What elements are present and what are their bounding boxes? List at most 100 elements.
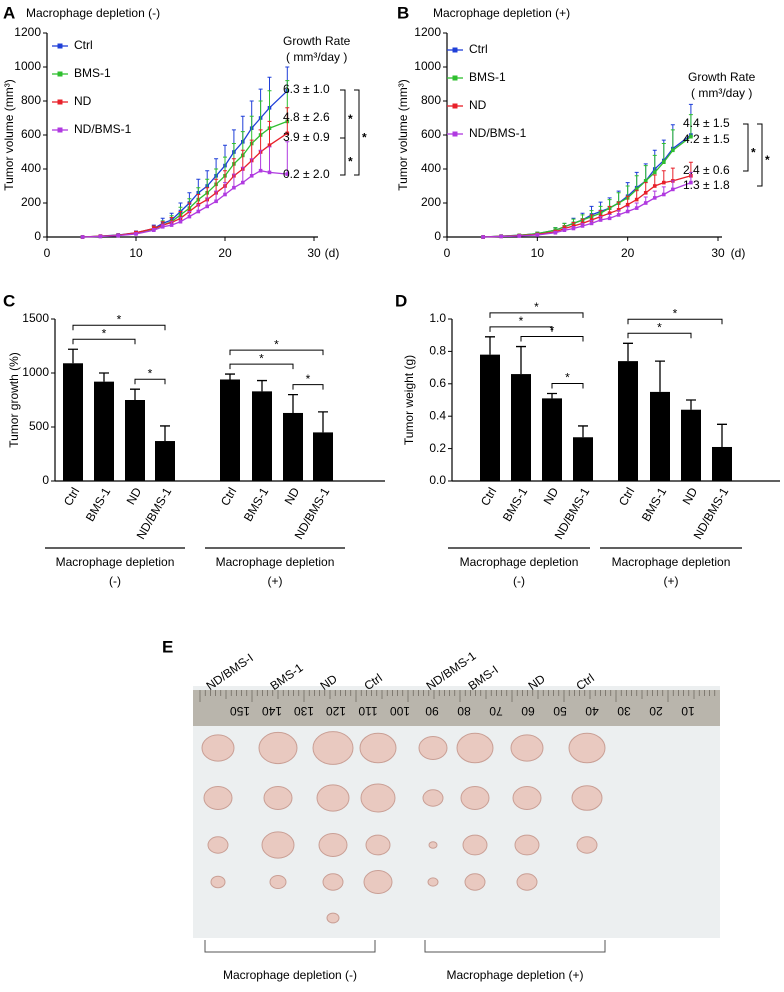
error-bar <box>267 120 272 146</box>
error-bar <box>686 399 696 410</box>
legend-label: ND <box>469 98 487 112</box>
ruler-number: 140 <box>262 704 282 718</box>
legend-marker <box>57 99 63 105</box>
tumor <box>261 831 295 859</box>
x-tick-label: Ctrl <box>478 485 499 508</box>
panel-letter: B <box>397 3 409 22</box>
bar <box>252 391 272 481</box>
point <box>652 196 657 200</box>
error-bar <box>661 143 666 163</box>
y-tick-label: 1000 <box>14 59 41 73</box>
point <box>249 174 254 178</box>
error-bar <box>623 342 633 362</box>
rate-label: 2.4 ± 0.6 <box>683 163 730 177</box>
error-bar <box>717 423 727 447</box>
y-tick-label: 800 <box>21 93 41 107</box>
point <box>258 168 263 173</box>
tumor <box>571 785 603 811</box>
rate-unit: ( mm³/day ) <box>286 50 347 64</box>
error-bar <box>258 129 263 152</box>
significance: * <box>362 131 367 145</box>
panel-letter: A <box>3 3 15 22</box>
point <box>652 170 657 175</box>
error-bar <box>670 167 675 181</box>
point <box>535 233 540 237</box>
y-axis-label: Tumor volume (mm³) <box>396 79 410 191</box>
error-bar <box>249 115 254 144</box>
x-tick-label: ND <box>541 485 562 507</box>
point <box>662 180 666 185</box>
significance: * <box>751 146 756 160</box>
point <box>152 228 156 232</box>
panel-title: Macrophage depletion (+) <box>433 6 570 20</box>
tumor <box>318 833 348 857</box>
legend-marker <box>452 47 458 53</box>
error-bar <box>578 425 588 438</box>
error-bar <box>240 149 245 169</box>
point <box>196 209 201 214</box>
error-bar <box>547 392 557 399</box>
bracket <box>743 123 749 172</box>
group-sub: (-) <box>109 574 121 588</box>
x-tick-label: 10 <box>129 246 143 260</box>
ruler-number: 70 <box>489 704 503 718</box>
ruler-number: 90 <box>425 704 439 718</box>
y-tick-label: 1000 <box>22 365 49 379</box>
error-bar <box>516 345 526 375</box>
bracket <box>134 378 166 385</box>
y-axis-label: Tumor growth (%) <box>7 352 21 448</box>
series-line <box>483 181 692 238</box>
group-label: Macrophage depletion <box>460 555 579 569</box>
significance: * <box>102 326 107 340</box>
legend-label: ND/BMS-1 <box>74 122 132 136</box>
rate-unit: ( mm³/day ) <box>691 86 752 100</box>
point <box>671 187 675 192</box>
point <box>652 184 657 188</box>
point <box>267 170 272 175</box>
error-bar <box>670 129 675 151</box>
point <box>634 197 639 202</box>
y-axis-label: Tumor volume (mm³) <box>2 79 16 191</box>
point <box>267 143 272 147</box>
error-bar <box>258 149 263 171</box>
rate-label: 3.9 ± 0.9 <box>283 130 330 144</box>
error-bar <box>257 379 267 392</box>
y-tick-label: 500 <box>29 419 49 433</box>
significance: * <box>117 312 122 326</box>
photo-background <box>193 686 720 938</box>
ruler-number: 20 <box>649 704 663 718</box>
group-label: Macrophage depletion <box>216 555 335 569</box>
group-bracket <box>204 940 376 953</box>
bracket <box>292 384 324 390</box>
point <box>499 234 503 239</box>
error-bar <box>240 166 245 183</box>
y-tick-label: 0.6 <box>429 376 446 390</box>
bar <box>650 391 670 481</box>
rate-label: 0.2 ± 2.0 <box>283 167 330 181</box>
y-tick-label: 0.8 <box>429 344 446 358</box>
bar <box>63 363 83 481</box>
point <box>689 134 693 139</box>
point <box>625 209 630 214</box>
error-bar <box>99 372 109 382</box>
y-tick-label: 200 <box>421 195 441 209</box>
legend-marker <box>452 103 458 109</box>
error-bar <box>661 170 666 183</box>
point <box>223 192 227 197</box>
tumor <box>210 875 226 889</box>
y-tick-label: 1000 <box>414 59 441 73</box>
bar <box>542 398 562 481</box>
ruler-number: 130 <box>294 704 314 718</box>
point <box>98 234 103 239</box>
rate-label: 4.8 ± 2.6 <box>283 110 330 124</box>
significance: * <box>259 351 264 365</box>
rate-title: Growth Rate <box>688 70 756 84</box>
error-bar <box>288 393 298 413</box>
x-tick-label: 30 <box>711 246 725 260</box>
point <box>598 218 603 222</box>
x-tick-label: 10 <box>531 246 545 260</box>
tumor <box>514 834 540 856</box>
significance: * <box>673 306 678 320</box>
y-tick-label: 0.2 <box>429 441 446 455</box>
error-bar <box>285 141 290 175</box>
